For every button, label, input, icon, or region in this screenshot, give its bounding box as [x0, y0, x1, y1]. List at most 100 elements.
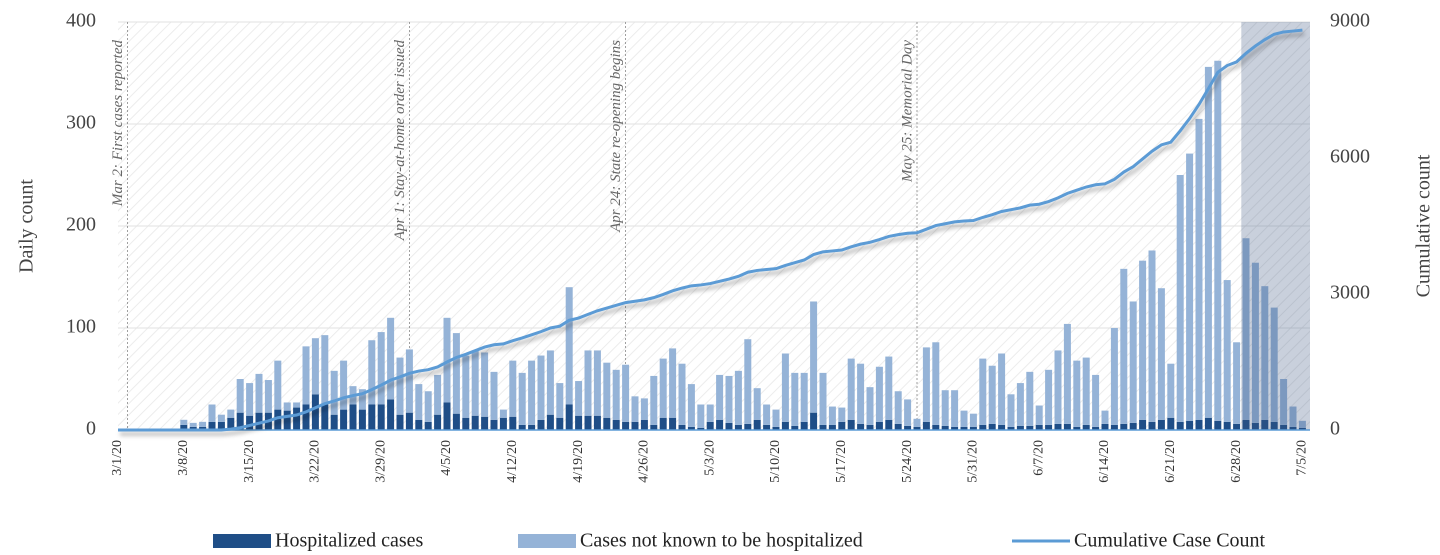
bar [1223, 421, 1231, 430]
bar [734, 370, 742, 425]
bar [819, 424, 827, 430]
bar [283, 402, 291, 411]
bar [1026, 371, 1034, 426]
bar [1233, 342, 1241, 424]
bar [1063, 323, 1071, 424]
bar [405, 412, 413, 430]
bar [603, 417, 611, 430]
bar [358, 409, 366, 430]
bar [1270, 307, 1278, 422]
bar [443, 402, 451, 430]
bar [1082, 357, 1090, 425]
bar [1016, 425, 1024, 430]
bar [725, 422, 733, 430]
bar [349, 404, 357, 430]
bar [706, 404, 714, 422]
bar [1214, 420, 1222, 430]
bar [1073, 360, 1081, 427]
bar [631, 421, 639, 430]
bar [1045, 369, 1053, 425]
x-tick-label: 6/28/20 [1229, 440, 1244, 483]
bar [781, 353, 789, 422]
y-tick-label: 300 [66, 112, 96, 134]
bar [669, 417, 677, 430]
bar [1157, 288, 1165, 420]
bar [1176, 175, 1184, 422]
x-tick-label: 6/7/20 [1031, 440, 1046, 476]
bar [452, 413, 460, 430]
bar [622, 364, 630, 422]
bar [922, 347, 930, 422]
bar [885, 419, 893, 430]
bar [537, 355, 545, 420]
y2-tick-label: 9000 [1330, 10, 1370, 32]
bar [1270, 421, 1278, 430]
bar [678, 363, 686, 425]
bar [1110, 328, 1118, 425]
bar [922, 421, 930, 430]
bar [941, 425, 949, 430]
bar [772, 426, 780, 430]
bar [236, 379, 244, 413]
annotation: May 25: Memorial Day [899, 40, 915, 183]
bar [1007, 394, 1015, 427]
bar [1139, 260, 1147, 420]
bar [988, 423, 996, 430]
x-tick-label: 3/8/20 [176, 440, 191, 476]
bar [631, 396, 639, 422]
bar [481, 416, 489, 430]
y2-tick-label: 3000 [1330, 282, 1370, 304]
x-tick-label: 5/3/20 [702, 440, 717, 476]
bar [575, 415, 583, 430]
bar [857, 363, 865, 424]
bar [1092, 374, 1100, 427]
bar [838, 407, 846, 422]
annotation: Apr 1: Stay-at-home order issued [392, 40, 408, 242]
bar [443, 317, 451, 403]
y-tick-label: 0 [86, 418, 96, 440]
bar [246, 415, 254, 430]
bar [1176, 421, 1184, 430]
bar [612, 369, 620, 420]
bar [293, 407, 301, 430]
bar [509, 416, 517, 430]
x-tick-label: 6/21/20 [1163, 440, 1178, 483]
bar [734, 424, 742, 430]
bar [274, 360, 282, 410]
bar [1092, 426, 1100, 430]
bar [650, 375, 658, 425]
bar [998, 353, 1006, 425]
legend-label: Cumulative Case Count [1074, 530, 1266, 552]
bar [1063, 423, 1071, 430]
bar [377, 404, 385, 430]
bar [659, 358, 667, 418]
bar [546, 414, 554, 430]
x-tick-label: 7/5/20 [1295, 440, 1310, 476]
bar [1261, 419, 1269, 430]
bar [875, 421, 883, 430]
bar [932, 424, 940, 430]
bar [208, 421, 216, 430]
bar [481, 352, 489, 417]
bar [1054, 350, 1062, 424]
bar [556, 383, 564, 418]
x-tick-label: 4/5/20 [439, 440, 454, 476]
bar [1242, 419, 1250, 430]
bar [753, 419, 761, 430]
bar [800, 372, 808, 422]
bar [1289, 406, 1297, 427]
bar [180, 419, 188, 425]
y-tick-label: 200 [66, 214, 96, 236]
bar [1101, 410, 1109, 424]
bar [969, 413, 977, 427]
x-tick-label: 3/29/20 [373, 440, 388, 483]
bar [593, 415, 601, 430]
bar [565, 404, 573, 430]
bar [687, 426, 695, 430]
bar [255, 412, 263, 430]
bar [781, 421, 789, 430]
bar [537, 419, 545, 430]
bar [1186, 153, 1194, 421]
bar [932, 342, 940, 425]
bar [716, 419, 724, 430]
